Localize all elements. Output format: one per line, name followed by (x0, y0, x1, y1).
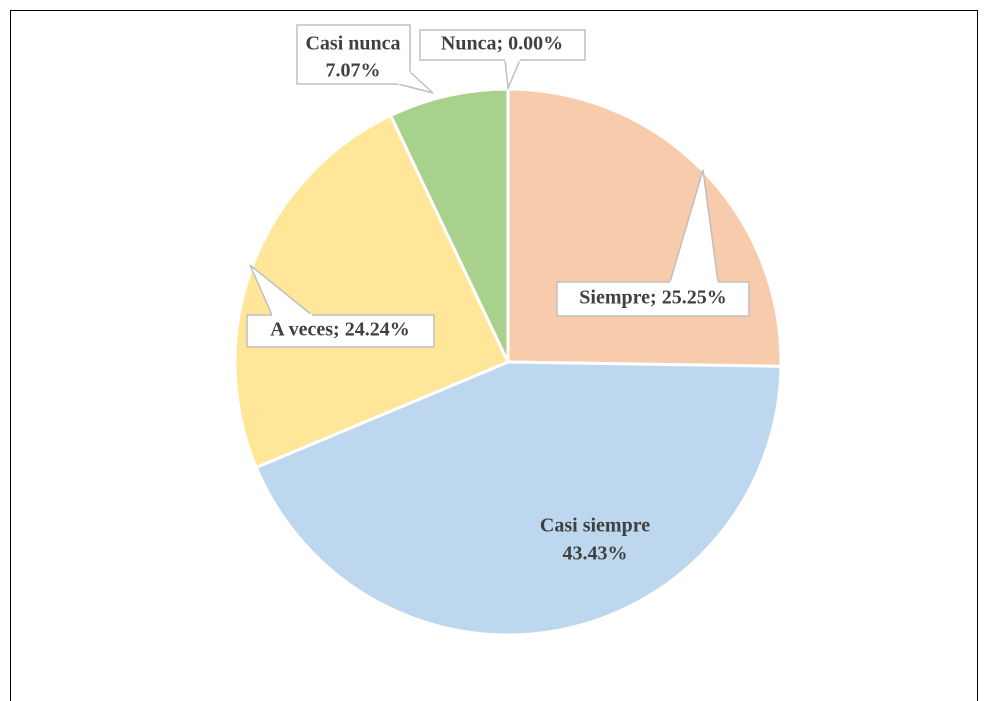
data-labels: Siempre; 25.25% Casi siempre 43.43% A veces… (246, 24, 750, 565)
data-label: A veces; 24.24% (270, 319, 409, 341)
data-label: 43.43% (563, 543, 628, 565)
pie-slice (233, 113, 511, 470)
pie-slice (254, 360, 783, 637)
data-label: Casi nunca (305, 33, 400, 55)
data-label: Nunca; 0.00% (441, 33, 563, 55)
pie (233, 87, 783, 637)
label-box (296, 24, 411, 85)
label-box (246, 314, 435, 348)
chart-frame (10, 10, 978, 701)
data-label: Casi siempre (540, 515, 650, 537)
label-box (419, 29, 586, 61)
data-label: 7.07% (326, 60, 381, 82)
label-box (556, 281, 750, 317)
pointer-cover (397, 71, 411, 85)
pie-slice (388, 87, 510, 363)
data-label: Siempre; 25.25% (579, 287, 726, 309)
